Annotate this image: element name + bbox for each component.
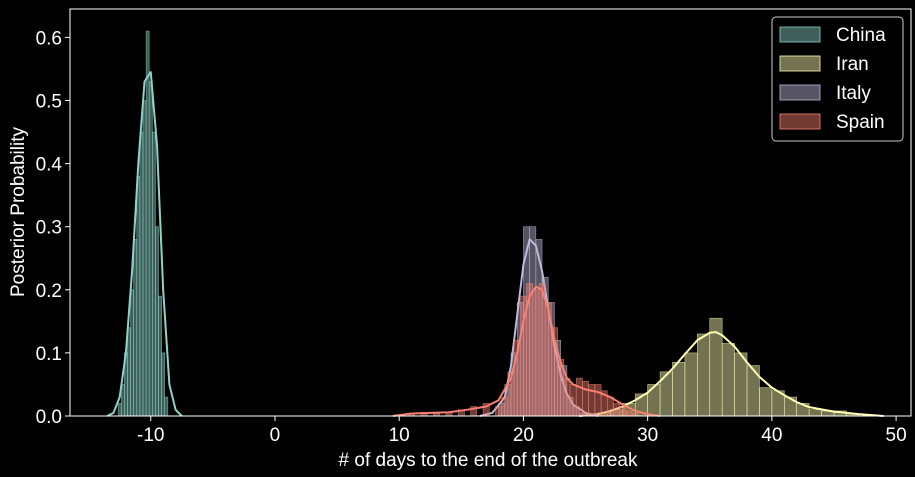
y-tick-label: 0.6 bbox=[36, 28, 62, 49]
histogram-bar-iran bbox=[734, 352, 748, 417]
histogram-bar-spain bbox=[619, 406, 627, 417]
histogram-bar-iran bbox=[759, 387, 773, 417]
histogram-bar-iran bbox=[697, 333, 711, 417]
histogram-bar-china bbox=[164, 396, 169, 417]
histogram-bar-iran bbox=[808, 409, 822, 417]
histogram-bar-spain bbox=[625, 410, 633, 417]
legend: China Iran Italy Spain bbox=[771, 16, 904, 142]
kde-line-iran bbox=[579, 331, 884, 417]
x-tick-label: 0 bbox=[270, 425, 281, 446]
x-axis: -10 0 10 20 30 40 50 bbox=[137, 416, 907, 446]
histogram-bar-china bbox=[133, 239, 138, 417]
histogram-bar-spain bbox=[538, 283, 546, 417]
legend-label-italy: Italy bbox=[836, 83, 871, 104]
x-tick-label: 40 bbox=[761, 425, 782, 446]
histogram-bar-spain bbox=[606, 396, 614, 417]
legend-label-spain: Spain bbox=[836, 112, 885, 133]
histogram-bar-iran bbox=[672, 362, 686, 417]
y-tick-label: 0.5 bbox=[36, 91, 62, 112]
x-tick-label: 30 bbox=[637, 425, 658, 446]
y-axis-label: Posterior Probability bbox=[8, 126, 29, 297]
histogram-bar-china bbox=[148, 81, 153, 417]
series-iran bbox=[579, 317, 884, 417]
histogram-bar-china bbox=[142, 100, 147, 417]
histogram-bar-china bbox=[127, 327, 131, 417]
legend-swatch-iran bbox=[779, 55, 821, 72]
histogram-bar-china bbox=[117, 403, 122, 417]
legend-label-iran: Iran bbox=[836, 54, 869, 75]
plot-frame bbox=[69, 8, 912, 417]
histogram-bar-spain bbox=[532, 289, 540, 417]
y-tick-label: 0.4 bbox=[36, 155, 63, 176]
x-tick-label: 50 bbox=[886, 425, 907, 446]
legend-swatch-spain bbox=[779, 113, 821, 130]
y-tick-label: 0.1 bbox=[36, 344, 62, 365]
x-tick-label: -10 bbox=[137, 425, 164, 446]
histogram-bar-iran bbox=[721, 343, 735, 417]
histogram-bar-iran bbox=[746, 365, 760, 417]
histogram-bar-spain bbox=[501, 396, 509, 417]
series-spain bbox=[392, 283, 661, 417]
histogram-bar-spain bbox=[495, 406, 502, 417]
y-tick-label: 0.0 bbox=[36, 407, 62, 428]
x-axis-label: # of days to the end of the outbreak bbox=[339, 450, 638, 471]
histogram-bar-spain bbox=[588, 384, 596, 417]
histogram-bar-china bbox=[155, 226, 159, 417]
histogram-bar-china bbox=[158, 295, 162, 417]
histogram-bar-china bbox=[161, 352, 166, 417]
histogram-bar-spain bbox=[594, 384, 602, 417]
histogram-bar-spain bbox=[575, 377, 583, 417]
histogram-bar-spain bbox=[582, 380, 589, 417]
legend-swatch-china bbox=[779, 26, 821, 43]
legend-swatch-italy bbox=[779, 84, 821, 101]
histogram-bar-china bbox=[152, 131, 156, 417]
legend-label-china: China bbox=[836, 25, 886, 46]
x-tick-label: 20 bbox=[513, 425, 534, 446]
y-axis: 0.0 0.1 0.2 0.3 0.4 0.5 0.6 bbox=[36, 28, 70, 428]
histogram-bar-iran bbox=[647, 384, 661, 417]
histogram-bar-iran bbox=[783, 396, 798, 417]
y-tick-label: 0.2 bbox=[36, 281, 62, 302]
histogram-bar-iran bbox=[684, 352, 698, 417]
kde-line-china bbox=[106, 71, 183, 417]
histogram-bar-spain bbox=[569, 384, 577, 417]
x-tick-label: 10 bbox=[389, 425, 410, 446]
y-tick-label: 0.3 bbox=[36, 218, 62, 239]
histogram-bar-china bbox=[139, 131, 144, 417]
kde-line-spain bbox=[392, 285, 661, 417]
histogram-bar-china bbox=[136, 175, 141, 417]
histogram-bar-china bbox=[145, 30, 150, 417]
histogram-bar-spain bbox=[563, 377, 571, 417]
histogram-bar-china bbox=[130, 289, 134, 417]
histogram-bar-spain bbox=[613, 403, 620, 417]
legend-box bbox=[771, 16, 904, 142]
